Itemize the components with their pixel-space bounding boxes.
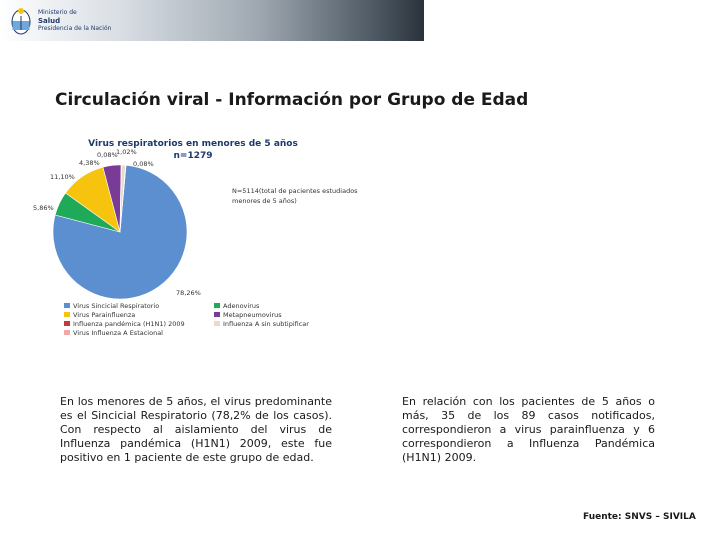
slice-label-0: 78,26% [176,289,201,297]
chart-title: Virus respiratorios en menores de 5 años [88,139,298,149]
slide-title: Circulación viral - Información por Grup… [55,90,529,110]
legend-label-3: Metapneumovirus [223,311,282,319]
slice-label-3: 4,38% [79,159,100,167]
paragraph-under-5: En los menores de 5 años, el virus predo… [60,395,332,464]
ministry-line1: Ministerio de [38,9,77,16]
legend-label-0: Virus Sincicial Respiratorio [73,302,159,310]
ministry-line2: Salud [38,17,61,25]
slice-label-1: 5,86% [33,204,54,212]
legend-swatch-5 [214,321,220,326]
pie-slice-6 [119,164,127,233]
legend-label-2: Virus Parainfluenza [73,311,135,319]
pie-slices [52,164,188,300]
legend-swatch-4 [64,321,70,326]
header-banner: Ministerio de Salud Presidencia de la Na… [0,0,424,41]
slice-label-2: 11,10% [50,173,75,181]
legend-label-4: Influenza pandémica (H1N1) 2009 [73,320,185,328]
chart-subtitle: n=1279 [174,151,213,161]
slice-label-6: 0,08% [133,160,154,168]
paragraph-5-and-over: En relación con los pacientes de 5 años … [402,395,655,464]
legend-swatch-6 [64,330,70,335]
chart-note-line1: N=5114(total de pacientes estudiados [232,187,358,195]
legend-label-5: Influenza A sin subtipificar [223,320,309,328]
legend-label-6: Virus Influenza A Estacional [73,329,163,337]
legend-swatch-1 [214,303,220,308]
legend-swatch-3 [214,312,220,317]
coat-of-arms-icon [11,8,31,35]
pie-labels: 78,26%5,86%11,10%4,38%0,08%1,02%0,08% [33,148,201,297]
legend-swatch-0 [64,303,70,308]
ministry-line3: Presidencia de la Nación [38,25,112,32]
ministry-text: Ministerio de Salud Presidencia de la Na… [38,9,111,33]
pie-chart-svg: Virus respiratorios en menores de 5 años… [33,139,358,337]
legend-swatch-2 [64,312,70,317]
chart-note-line2: menores de 5 años) [232,197,297,205]
slice-label-4: 0,08% [97,151,118,159]
source-credit: Fuente: SNVS – SIVILA [583,512,696,522]
slice-label-5: 1,02% [116,148,137,156]
pie-chart-figure: Virus respiratorios en menores de 5 años… [30,135,360,350]
legend-label-1: Adenovirus [223,302,260,310]
